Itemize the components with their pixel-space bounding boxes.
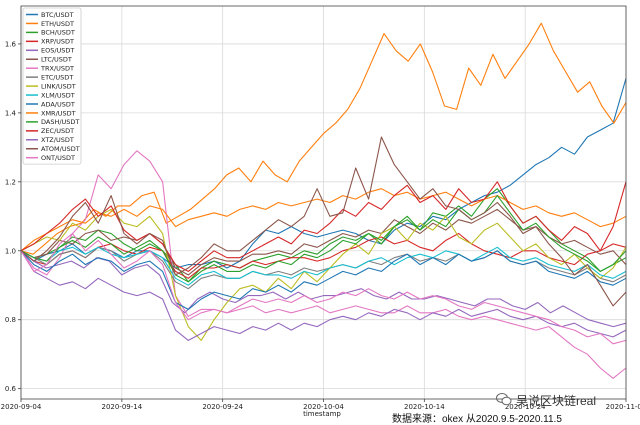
y-tick-label: 1.0	[5, 247, 16, 255]
legend-label-ada-usdt: ADA/USDT	[41, 100, 75, 108]
series-line-xlm-usdt	[20, 246, 627, 286]
series-line-eos-usdt	[20, 250, 627, 328]
y-tick-label: 1.2	[5, 178, 16, 186]
series-line-xrp-usdt	[20, 232, 627, 279]
wechat-logo-icon	[496, 393, 512, 406]
legend-label-trx-usdt: TRX/USDT	[40, 65, 74, 73]
legend-box	[22, 7, 82, 165]
series-line-xtz-usdt	[20, 250, 627, 341]
legend-label-xtz-usdt: XTZ/USDT	[41, 136, 74, 144]
legend: BTC/USDTETH/USDTBCH/USDTXRP/USDTEOS/USDT…	[22, 7, 82, 165]
x-tick-label: 2020-11-03	[606, 403, 640, 411]
legend-label-xmr-usdt: XMR/USDT	[41, 109, 76, 117]
legend-label-etc-usdt: ETC/USDT	[41, 73, 73, 81]
data-source-caption: 数据来源：okex 从2020.9.5-2020.11.5	[392, 414, 562, 425]
y-tick-label: 1.4	[5, 109, 17, 117]
legend-label-eos-usdt: EOS/USDT	[41, 47, 74, 55]
legend-label-zec-usdt: ZEC/USDT	[41, 127, 74, 135]
series-line-dash-usdt	[20, 195, 627, 283]
legend-label-eth-usdt: ETH/USDT	[41, 20, 74, 28]
x-axis-label: timestamp	[303, 410, 341, 418]
y-axis-ticks: 0.6 0.8 1.0 1.2 1.4 1.6	[5, 40, 21, 393]
x-tick-label: 2020-10-24	[505, 403, 546, 411]
x-tick-label: 2020-09-24	[202, 403, 243, 411]
legend-label-ont-usdt: ONT/USDT	[41, 154, 75, 162]
watermark-text: 吴说区块链real	[516, 394, 597, 408]
x-tick-label: 2020-10-14	[404, 403, 445, 411]
y-tick-label: 0.8	[5, 316, 16, 324]
x-tick-label: 2020-09-04	[1, 403, 42, 411]
series-line-trx-usdt	[20, 150, 627, 379]
series-line-ont-usdt	[20, 232, 627, 345]
y-tick-label: 0.6	[5, 385, 17, 393]
series-lines	[20, 22, 627, 379]
x-tick-label: 2020-10-04	[303, 403, 344, 411]
legend-label-xrp-usdt: XRP/USDT	[41, 38, 74, 46]
legend-label-link-usdt: LINK/USDT	[41, 82, 76, 90]
series-line-atom-usdt	[20, 136, 627, 307]
series-line-xmr-usdt	[20, 188, 627, 252]
series-line-eth-usdt	[20, 22, 627, 255]
legend-label-bch-usdt: BCH/USDT	[41, 29, 75, 37]
legend-label-dash-usdt: DASH/USDT	[41, 118, 79, 126]
y-tick-label: 1.6	[5, 40, 17, 48]
legend-label-ltc-usdt: LTC/USDT	[41, 56, 72, 64]
series-line-ada-usdt	[20, 250, 627, 310]
x-axis-ticks: 2020-09-04 2020-09-14 2020-09-24 2020-10-04…	[1, 399, 640, 411]
legend-label-atom-usdt: ATOM/USDT	[41, 145, 80, 153]
x-tick-label: 2020-09-14	[101, 403, 142, 411]
legend-label-xlm-usdt: XLM/USDT	[41, 91, 75, 99]
series-line-link-usdt	[20, 208, 627, 341]
legend-label-btc-usdt: BTC/USDT	[41, 11, 74, 19]
